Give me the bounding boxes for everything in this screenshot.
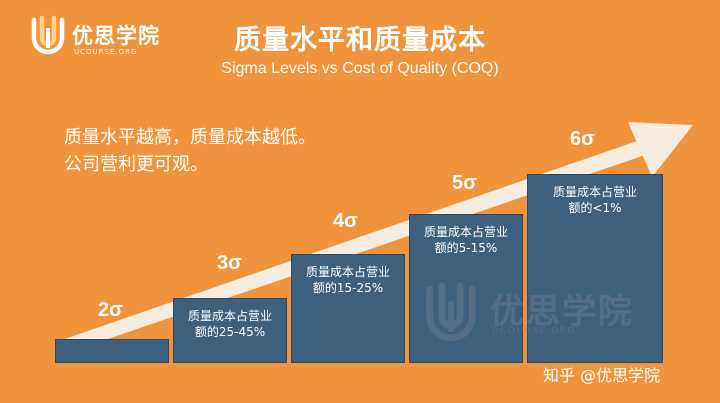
sigma-label-2: 2σ [98, 299, 123, 321]
step-cost-label: 质量成本占营业 [552, 185, 637, 199]
sigma-label-4: 4σ [333, 210, 358, 232]
step-bar-4-sigma: 质量成本占营业 额的15-25% [291, 254, 405, 363]
key-message: 质量水平越高，质量成本越低。 公司营利更可观。 [64, 124, 316, 178]
logo-mark-icon [31, 15, 65, 55]
step-cost-value: 额的5-15% [434, 241, 498, 255]
watermark: 优思学院 UCOURSE.ORG [420, 280, 650, 350]
page-subtitle: Sigma Levels vs Cost of Quality (COQ) [221, 60, 499, 77]
brand-logo: 优思学院 UCOURSE.ORG [28, 14, 178, 64]
step-bar-2-sigma [55, 339, 169, 363]
sigma-label-3: 3σ [217, 252, 242, 274]
step-cost-label: 质量成本占营业 [305, 265, 390, 279]
page-title: 质量水平和质量成本 [234, 25, 486, 56]
sigma-label-5: 5σ [452, 172, 477, 194]
step-cost-value: 额的<1% [568, 201, 622, 215]
step-cost-value: 额的25-45% [194, 325, 266, 339]
sigma-label-6: 6σ [570, 128, 595, 150]
watermark-logo-icon [426, 282, 476, 342]
step-cost-label: 质量成本占营业 [187, 309, 272, 323]
step-bar-3-sigma: 质量成本占营业 额的25-45% [173, 298, 287, 363]
logo-name: 优思学院 [72, 24, 160, 48]
key-message-line-1: 质量水平越高，质量成本越低。 [64, 127, 316, 148]
step-cost-value: 额的15-25% [312, 281, 384, 295]
key-message-line-2: 公司营利更可观。 [64, 154, 208, 175]
step-bar-5-sigma: 质量成本占营业 额的5-15% [409, 214, 523, 363]
watermark-subtitle: UCOURSE.ORG [492, 326, 576, 336]
source-credit: 知乎 @优思学院 [543, 366, 661, 385]
watermark-name: 优思学院 [490, 292, 634, 332]
logo-subtitle: UCOURSE.ORG [74, 48, 138, 56]
step-bar-6-sigma: 质量成本占营业 额的<1% [527, 174, 663, 363]
step-cost-label: 质量成本占营业 [423, 225, 508, 239]
